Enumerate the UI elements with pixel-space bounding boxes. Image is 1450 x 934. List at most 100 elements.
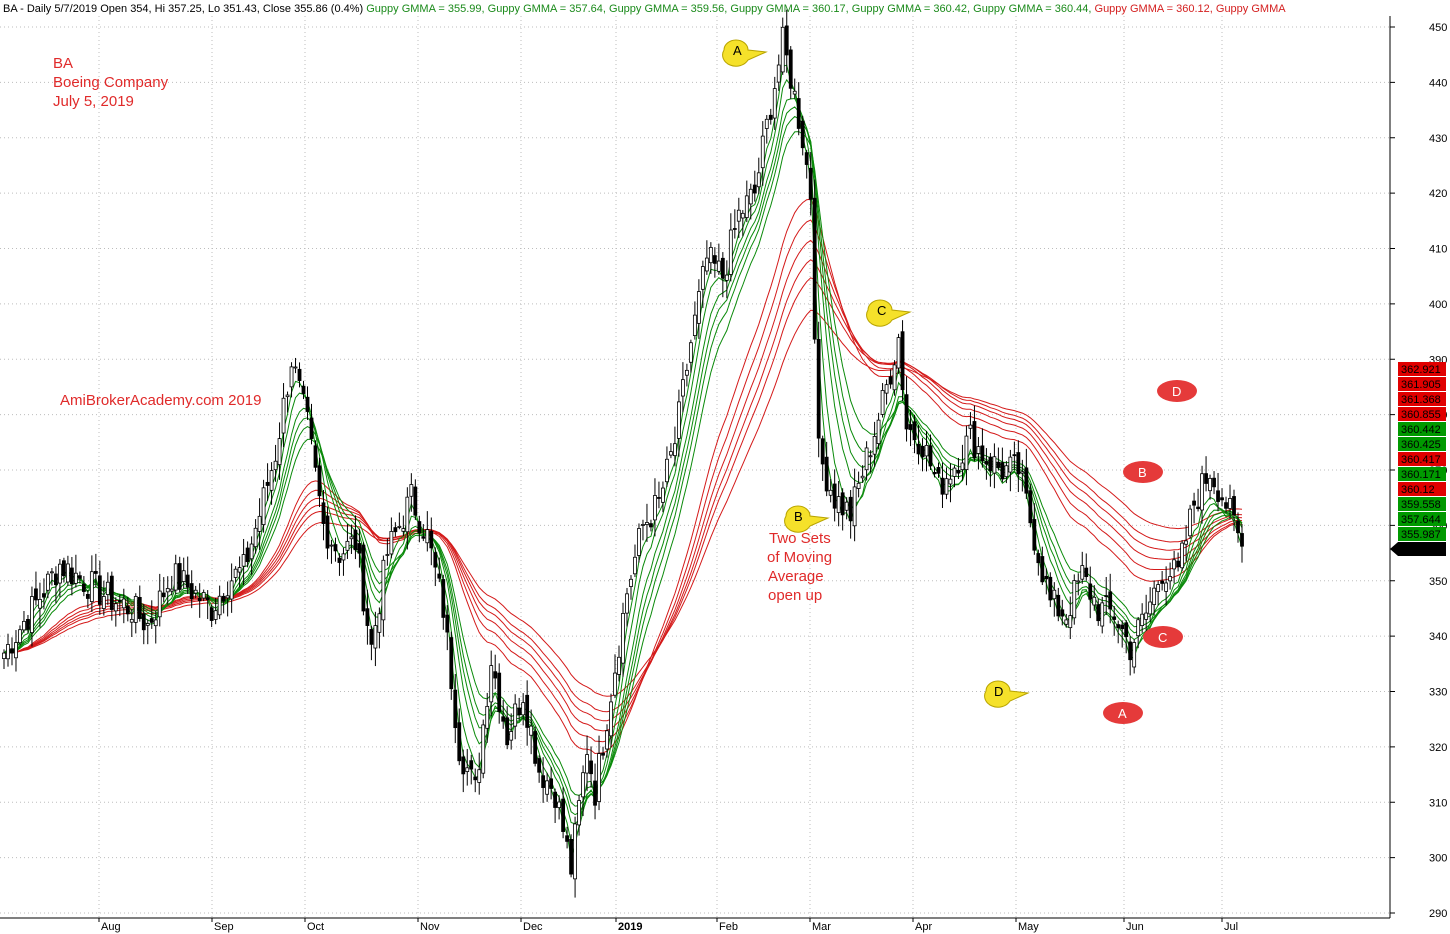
candle-body [908, 424, 913, 430]
candle [872, 421, 877, 467]
candle [213, 597, 218, 625]
x-tick-labels: Aug Sep Oct Nov Dec 2019 Feb Mar Apr May Jun Jul [98, 16, 1238, 933]
candle [924, 430, 929, 472]
label-text: 361.368 [1401, 394, 1441, 406]
candle-body [996, 461, 1001, 468]
candle [38, 582, 42, 628]
label-box [1398, 512, 1446, 526]
candle [936, 462, 941, 478]
candle-body [649, 523, 653, 528]
long-gmma-line [3, 277, 1243, 713]
candle-body [357, 543, 362, 554]
candle [748, 183, 753, 220]
candle [852, 468, 857, 542]
candle [58, 559, 62, 598]
candle [944, 467, 949, 500]
candle-body [740, 212, 745, 219]
candle [565, 826, 569, 849]
x-tick-label: 2019 [618, 921, 642, 933]
candle [1036, 549, 1041, 576]
candle-body [856, 482, 861, 489]
candle [1012, 441, 1017, 471]
candle-body [840, 492, 845, 516]
candle [888, 369, 893, 389]
candle [736, 197, 741, 239]
candle [185, 556, 190, 595]
candle-body [1040, 556, 1045, 583]
candle [189, 570, 194, 609]
candle-body [117, 600, 122, 602]
y-tick-label: 330 [1429, 687, 1447, 699]
candle-body [948, 478, 953, 485]
candle [285, 391, 290, 413]
candle [645, 503, 649, 542]
candle [593, 763, 597, 820]
gmma-header-label: Guppy GMMA = 360.42, [849, 3, 970, 15]
candle [317, 457, 322, 508]
candle [409, 473, 414, 512]
candle-body [1088, 583, 1093, 600]
candle-body [429, 530, 434, 549]
candle-body [573, 823, 577, 880]
candle-body [665, 458, 669, 483]
candle-body [469, 760, 474, 770]
candle-body [1016, 452, 1021, 475]
candle [109, 571, 114, 621]
gmma-value-label: 360.12 [1398, 482, 1446, 496]
candle-body [377, 613, 382, 633]
candle [309, 403, 314, 445]
candle-body [565, 835, 569, 842]
candle-body [253, 527, 258, 548]
candle-body [720, 257, 725, 279]
marker-yellow-a: A [722, 39, 768, 67]
candle [481, 719, 486, 779]
candle [233, 566, 238, 583]
gmma-value-label: 355.987 [1398, 527, 1446, 541]
candle-body [149, 618, 154, 623]
y-tick-label: 300 [1429, 853, 1447, 865]
y-tick-label: 440 [1429, 77, 1447, 89]
candle-body [42, 593, 46, 598]
candle [129, 609, 134, 637]
candle [261, 479, 266, 533]
candle [820, 435, 825, 481]
candle-body [1148, 601, 1153, 615]
candle [337, 553, 342, 576]
candle [940, 462, 945, 508]
candle [1024, 448, 1029, 500]
candle [760, 121, 765, 186]
candle [18, 625, 22, 646]
candle-body [245, 547, 250, 563]
candle-body [321, 502, 326, 524]
candle-body [609, 701, 613, 737]
candle [788, 46, 793, 99]
candle [1072, 574, 1077, 625]
candle [677, 389, 681, 457]
candle [26, 614, 30, 634]
candle [768, 108, 773, 125]
x-tick-label: Oct [307, 921, 324, 933]
gmma-value-label: 360.442 [1398, 422, 1446, 436]
candle-body [928, 445, 933, 467]
candle [980, 428, 985, 468]
candle [653, 478, 657, 537]
candle-body [105, 581, 110, 595]
candle [97, 560, 102, 615]
candle-body [293, 366, 298, 369]
candle-body [1236, 520, 1240, 534]
candle [688, 339, 693, 373]
candle [625, 587, 629, 627]
candle [1076, 573, 1081, 596]
marker-label: B [1138, 465, 1147, 480]
candle [181, 557, 186, 589]
candle-body [888, 376, 893, 385]
candle-body [956, 469, 961, 474]
candle [960, 444, 965, 481]
candle [952, 465, 957, 488]
candle-body [605, 730, 609, 750]
candle-body [1024, 467, 1029, 494]
candle-body [329, 544, 334, 547]
candle-body [22, 620, 26, 631]
candle [373, 611, 378, 667]
candle [381, 555, 386, 637]
